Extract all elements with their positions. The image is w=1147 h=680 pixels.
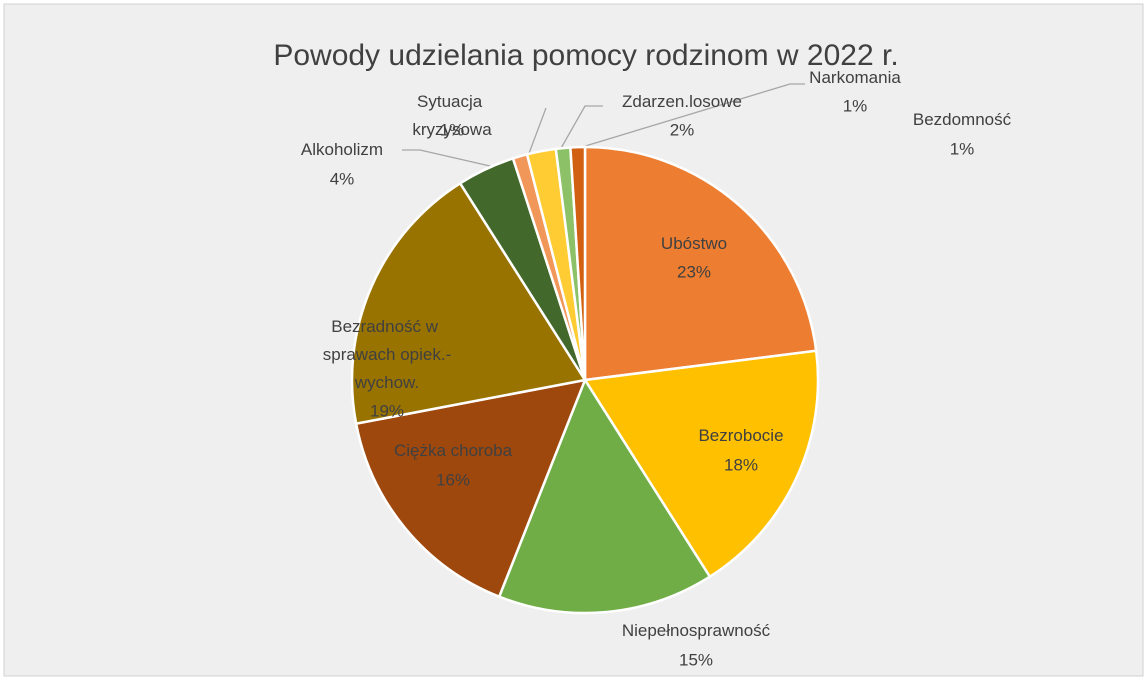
slice-label: Narkomania [809,68,901,87]
leader-line [581,83,805,148]
slice-label: Bezdomność [913,110,1012,129]
slice-value-label: 15% [679,650,713,669]
pie-slice [569,145,587,381]
slice-value-label: 18% [724,455,758,474]
slice-label: Zdarzen.losowe [622,92,742,111]
slice-label: Ciężka choroba [394,441,513,460]
pie-slice [354,378,587,599]
slice-value-label: 1% [843,96,868,115]
slice-value-label: 16% [436,470,470,489]
slice-value-label: 2% [670,120,695,139]
leader-line [559,105,603,151]
chart-title: Powody udzielania pomocy rodzinom w 2022… [273,39,898,72]
leader-line [527,107,547,157]
slice-label: Sytuacja kryzysowa [412,92,492,139]
slice-label: Bezradność w sprawach opiek.-wychow. [323,317,452,392]
slice-value-label: 19% [370,401,404,420]
slice-value-label: 23% [677,262,711,281]
leader-line [402,149,491,167]
pie-slice [350,181,588,426]
slice-label: Alkoholizm [301,140,383,159]
slice-value-label: 1% [950,139,975,158]
pie-slice [497,377,712,615]
pie-slice [582,349,820,579]
slice-label: Niepełnosprawność [622,621,771,640]
leader-lines [402,83,805,167]
pie-slice [583,145,818,382]
slice-label: Bezrobocie [698,426,783,445]
slice-value-label: 1% [440,120,465,139]
slice-label: Ubóstwo [661,234,727,253]
slice-value-label: 4% [330,169,355,188]
